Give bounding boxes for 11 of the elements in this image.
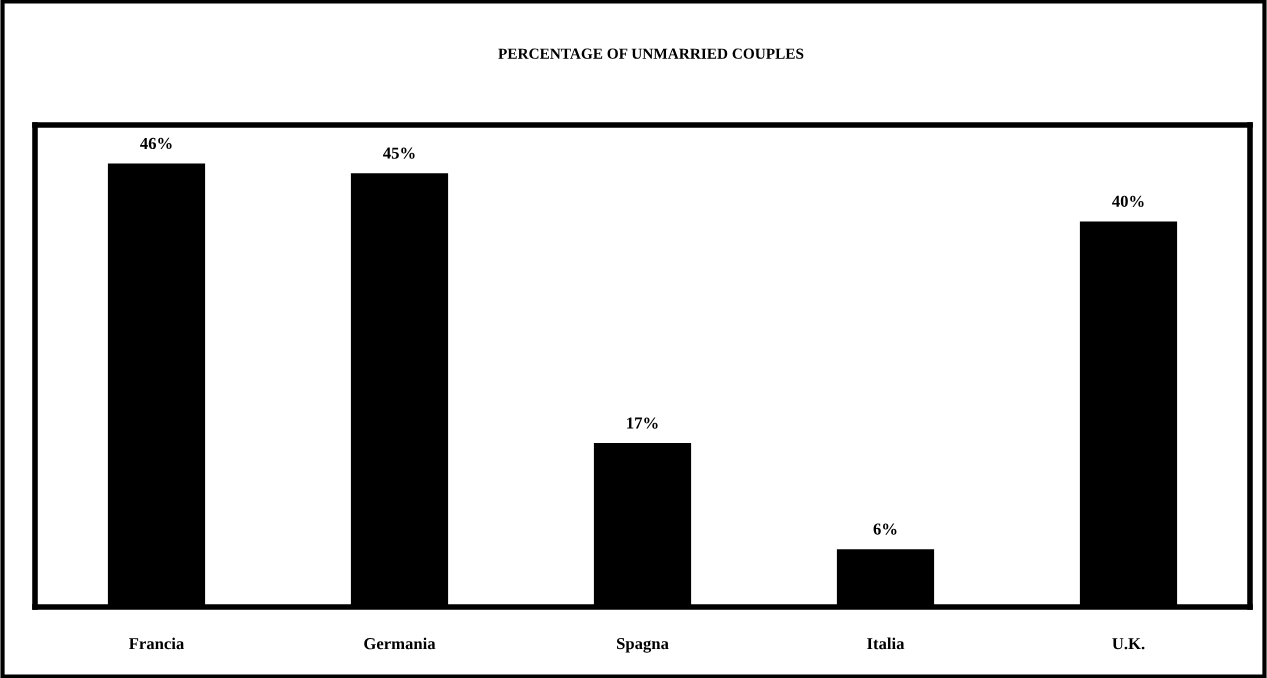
x-tick-label: Germania [364,637,436,650]
chart-title: PERCENTAGE OF UNMARRIED COUPLES [498,48,804,59]
x-tick-label: Spagna [616,637,669,653]
data-label: 6% [873,523,897,535]
data-label: 17% [627,417,658,429]
x-tick-label: Francia [129,637,185,650]
data-label: 45% [383,147,415,159]
data-label: 40% [1112,195,1144,207]
data-label: 46% [140,137,172,150]
x-tick-label: U.K. [1112,638,1145,650]
x-tick-label: Italia [867,637,905,650]
